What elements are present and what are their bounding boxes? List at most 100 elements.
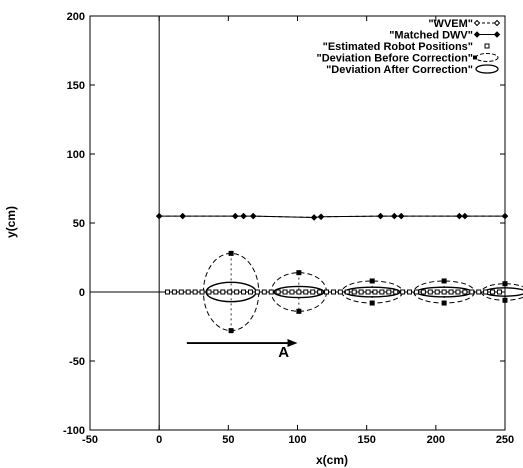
robot-position-point — [469, 289, 475, 295]
robot-position-point — [358, 289, 364, 295]
robot-position-point — [241, 289, 247, 295]
robot-position-point — [434, 289, 440, 295]
robot-position-point — [344, 289, 350, 295]
robot-position-point — [400, 289, 406, 295]
robot-position-point — [476, 289, 482, 295]
robot-position-point — [275, 289, 281, 295]
robot-position-point — [420, 289, 426, 295]
y-axis-label: y(cm) — [4, 206, 18, 238]
x-axis-label: x(cm) — [316, 453, 348, 467]
matched-dwv-point — [250, 212, 257, 220]
matched-dwv-point — [391, 212, 398, 220]
y-tick-label: 50 — [73, 218, 85, 230]
robot-position-point — [213, 289, 219, 295]
robot-position-point — [227, 289, 233, 295]
matched-dwv-point — [377, 212, 384, 220]
robot-position-point — [164, 289, 170, 295]
robot-position-point — [324, 289, 330, 295]
robot-position-point — [413, 289, 419, 295]
robot-position-point — [199, 289, 205, 295]
matched-dwv-point — [501, 212, 509, 220]
robot-position-point — [393, 289, 399, 295]
robot-position-point — [268, 289, 274, 295]
x-tick-label: 50 — [222, 434, 234, 446]
robot-position-point — [337, 289, 343, 295]
legend-symbol-wvem-marker — [473, 19, 481, 27]
y-tick-label: -100 — [63, 425, 85, 437]
robot-position-point — [185, 289, 191, 295]
robot-position-point — [303, 289, 309, 295]
robot-position-point — [234, 289, 240, 295]
legend-label: "Matched DWV" — [389, 30, 473, 42]
legend-symbol-wvem-marker — [493, 19, 501, 27]
robot-position-point — [351, 289, 357, 295]
deviation-before-marker — [228, 328, 234, 334]
x-tick-label: 100 — [288, 434, 306, 446]
legend-symbol-after — [475, 64, 499, 74]
x-tick-label: 200 — [427, 434, 445, 446]
y-tick-label: 100 — [67, 149, 85, 161]
robot-position-point — [317, 289, 323, 295]
y-tick-label: -50 — [69, 356, 85, 368]
matched-dwv-point — [398, 212, 405, 220]
legend-symbol-matched-dwv-marker — [473, 31, 481, 38]
legend-symbol-before-marker — [473, 55, 477, 60]
robot-position-point — [171, 289, 177, 295]
robot-position-point — [261, 289, 267, 295]
matched-dwv-point — [317, 213, 325, 220]
deviation-before-marker — [369, 300, 375, 306]
annotation-arrow-head — [287, 339, 298, 348]
robot-position-point — [372, 289, 378, 295]
legend-label: "WVEM" — [428, 18, 473, 30]
matched-dwv-point — [461, 212, 469, 220]
x-tick-label: 0 — [156, 434, 162, 446]
matched-dwv-point — [240, 212, 247, 220]
robot-position-point — [483, 289, 489, 295]
robot-position-point — [407, 289, 413, 295]
robot-position-point — [330, 289, 336, 295]
legend-label: "Estimated Robot Positions" — [323, 41, 473, 53]
legend-symbol-matched-dwv-marker — [493, 31, 501, 38]
robot-position-point — [427, 289, 433, 295]
legend: "WVEM""Matched DWV""Estimated Robot Posi… — [316, 18, 501, 76]
matched-dwv-line — [159, 215, 505, 218]
matched-dwv-point — [179, 212, 186, 220]
robot-position-point — [455, 289, 461, 295]
plot-area: A — [155, 212, 523, 361]
plot-frame — [89, 15, 506, 431]
x-tick-label: 150 — [357, 434, 375, 446]
robot-position-point — [192, 289, 198, 295]
y-tick-label: 0 — [79, 287, 85, 299]
robot-position-point — [462, 289, 468, 295]
robot-position-point — [379, 289, 385, 295]
robot-position-point — [386, 289, 392, 295]
robot-position-point — [496, 289, 502, 295]
legend-label: "Deviation After Correction" — [326, 64, 473, 76]
robot-position-point — [448, 289, 454, 295]
robot-position-point — [310, 289, 316, 295]
legend-symbol-before — [475, 53, 499, 62]
robot-position-point — [441, 289, 447, 295]
deviation-after-ellipse — [343, 286, 401, 298]
robot-position-point — [296, 289, 302, 295]
robot-position-point — [178, 289, 184, 295]
deviation-after-ellipse — [273, 285, 325, 299]
matched-dwv-point — [232, 212, 239, 220]
robot-position-point — [282, 289, 288, 295]
robot-position-point — [490, 289, 496, 295]
matched-dwv-point — [310, 214, 318, 221]
deviation-before-marker — [296, 308, 302, 314]
robot-position-point — [289, 289, 295, 295]
robot-position-point — [365, 289, 371, 295]
robot-position-point — [254, 289, 260, 295]
y-tick-label: 200 — [67, 11, 85, 23]
annotation-label: A — [278, 344, 289, 361]
deviation-before-marker — [441, 300, 447, 306]
x-tick-label: 250 — [496, 434, 514, 446]
matched-dwv-point — [456, 212, 463, 220]
y-tick-label: 150 — [67, 80, 85, 92]
x-tick-label: -50 — [82, 434, 98, 446]
matched-dwv-point — [155, 212, 163, 220]
